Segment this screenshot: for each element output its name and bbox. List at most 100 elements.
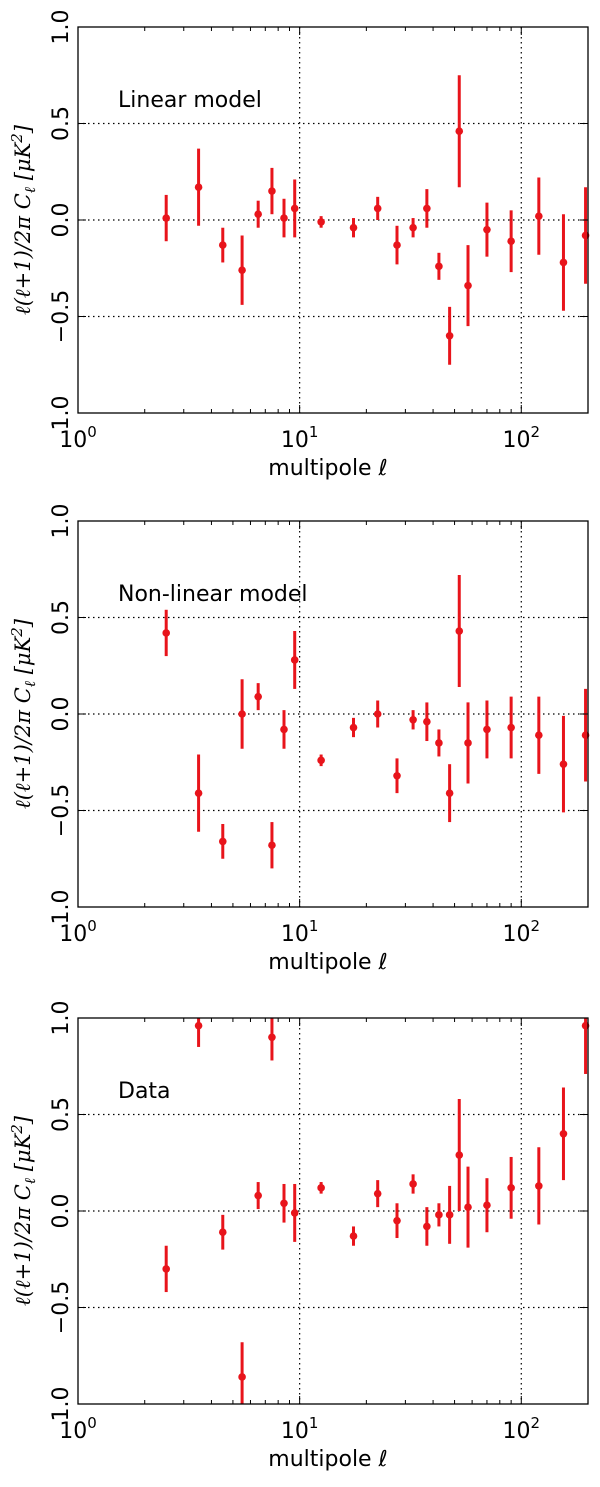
y-tick-label: 0.5 bbox=[49, 106, 74, 141]
y-axis-label-superscript: 2 bbox=[8, 133, 26, 144]
x-tick-label: 100 bbox=[59, 917, 97, 947]
x-tick-label-exponent: 1 bbox=[309, 1414, 319, 1432]
data-point bbox=[455, 127, 464, 136]
y-tick-label: 1.0 bbox=[49, 890, 74, 925]
data-point bbox=[464, 739, 472, 747]
data-point bbox=[349, 223, 358, 232]
y-tick-label: −0.5 bbox=[49, 1281, 74, 1334]
x-tick-label-base: 10 bbox=[503, 1419, 531, 1444]
data-point bbox=[435, 739, 443, 747]
data-point bbox=[455, 1151, 464, 1159]
data-point bbox=[254, 210, 262, 219]
y-axis-label-unit: [μK bbox=[11, 635, 35, 681]
y-axis-label-subscript: ℓ bbox=[21, 1178, 39, 1184]
data-point bbox=[409, 223, 417, 232]
data-point bbox=[483, 725, 491, 734]
y-tick-label: 0.0 bbox=[49, 697, 74, 732]
y-tick-label: 0.5 bbox=[49, 600, 74, 635]
y-axis-label-main: ℓ(ℓ+1)/2π C bbox=[11, 687, 35, 809]
panel-annotation: Non-linear model bbox=[118, 582, 308, 607]
data-point bbox=[268, 187, 276, 195]
data-point bbox=[218, 837, 227, 846]
data-point bbox=[280, 214, 288, 222]
data-point bbox=[268, 1033, 276, 1042]
data-point bbox=[423, 204, 431, 213]
data-point bbox=[290, 204, 299, 213]
y-tick-label: 1.0 bbox=[49, 10, 74, 45]
data-point bbox=[238, 266, 246, 274]
data-point bbox=[464, 1203, 472, 1211]
x-tick-label: 101 bbox=[281, 917, 319, 947]
x-tick-label: 100 bbox=[59, 423, 97, 453]
data-point bbox=[290, 656, 299, 664]
x-tick-label-exponent: 0 bbox=[87, 423, 97, 441]
data-point bbox=[559, 1130, 568, 1138]
x-tick-label: 102 bbox=[503, 423, 541, 453]
y-tick-label: 0.0 bbox=[49, 1194, 74, 1229]
data-point bbox=[373, 204, 382, 213]
data-point bbox=[349, 1232, 358, 1240]
y-axis-label-unit-end: ] bbox=[11, 124, 35, 134]
data-point bbox=[162, 629, 170, 637]
y-axis-label-unit-end: ] bbox=[11, 618, 35, 628]
x-tick-label-exponent: 2 bbox=[531, 423, 541, 441]
data-point bbox=[218, 1228, 227, 1237]
y-axis-label-superscript: 2 bbox=[8, 627, 26, 638]
y-tick-label: 1.0 bbox=[49, 1001, 74, 1036]
panel-annotation: Linear model bbox=[118, 88, 262, 113]
x-tick-label-base: 10 bbox=[59, 922, 87, 947]
y-axis-label-unit: [μK bbox=[11, 141, 35, 187]
data-point bbox=[535, 212, 543, 220]
data-point bbox=[507, 1184, 515, 1192]
x-tick-label: 102 bbox=[503, 917, 541, 947]
data-point bbox=[238, 710, 246, 718]
data-point bbox=[435, 262, 443, 271]
y-tick-label: −0.5 bbox=[49, 290, 74, 343]
x-tick-label-base: 10 bbox=[281, 1419, 309, 1444]
x-tick-label-base: 10 bbox=[503, 922, 531, 947]
x-axis-label: multipole ℓ bbox=[268, 950, 387, 975]
data-point bbox=[317, 756, 325, 765]
data-point bbox=[373, 710, 382, 718]
data-point bbox=[409, 715, 417, 724]
data-point bbox=[455, 627, 464, 635]
x-axis-label: multipole ℓ bbox=[268, 456, 387, 481]
data-point bbox=[445, 1211, 454, 1219]
data-point bbox=[317, 1184, 325, 1192]
data-point bbox=[254, 692, 262, 701]
x-tick-label: 101 bbox=[281, 1414, 319, 1444]
data-point bbox=[535, 731, 543, 740]
x-tick-label-base: 10 bbox=[59, 1419, 87, 1444]
data-point bbox=[349, 723, 358, 732]
data-point bbox=[393, 241, 401, 249]
data-point bbox=[280, 725, 288, 734]
data-point bbox=[238, 1373, 246, 1381]
data-point bbox=[535, 1182, 543, 1190]
x-tick-label-exponent: 0 bbox=[87, 1414, 97, 1432]
panel-annotation: Data bbox=[118, 1079, 171, 1104]
y-axis-label-main: ℓ(ℓ+1)/2π C bbox=[11, 1184, 35, 1306]
data-point bbox=[194, 789, 203, 797]
data-point bbox=[393, 1216, 401, 1225]
y-tick-label: 0.5 bbox=[49, 1097, 74, 1132]
data-point bbox=[162, 1265, 170, 1273]
y-axis-label-main: ℓ(ℓ+1)/2π C bbox=[11, 193, 35, 315]
x-tick-label-exponent: 2 bbox=[531, 1414, 541, 1432]
data-point bbox=[423, 717, 431, 726]
data-point bbox=[435, 1211, 443, 1219]
data-point bbox=[507, 723, 515, 732]
x-tick-label-exponent: 1 bbox=[309, 917, 319, 935]
data-point bbox=[268, 841, 276, 850]
data-point bbox=[423, 1222, 431, 1231]
data-point bbox=[194, 1021, 203, 1030]
y-axis-label-subscript: ℓ bbox=[21, 681, 39, 687]
data-point bbox=[559, 258, 568, 267]
x-tick-label-exponent: 1 bbox=[309, 423, 319, 441]
y-axis-label-superscript: 2 bbox=[8, 1124, 26, 1135]
y-axis-label-unit: [μK bbox=[11, 1132, 35, 1178]
data-point bbox=[483, 1201, 491, 1210]
